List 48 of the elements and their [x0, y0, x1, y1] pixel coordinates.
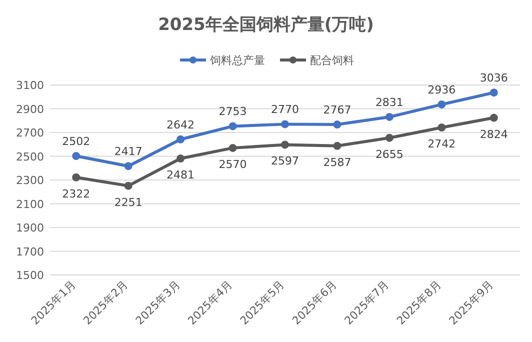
data-label: 2322	[62, 187, 90, 200]
data-label: 2936	[428, 83, 456, 96]
data-label: 2655	[375, 148, 404, 161]
point	[281, 140, 289, 149]
data-label: 2824	[480, 128, 508, 141]
data-label: 2481	[166, 168, 195, 182]
point	[385, 112, 394, 121]
data-label: 2502	[62, 135, 90, 148]
y-tick-label: 2500	[16, 150, 44, 164]
data-label: 3036	[480, 72, 508, 85]
point	[490, 114, 498, 122]
data-label: 2753	[218, 105, 247, 118]
data-label: 2767	[323, 104, 352, 117]
point	[228, 122, 237, 130]
point	[438, 100, 446, 108]
point	[333, 120, 342, 129]
data-label: 2770	[271, 103, 299, 116]
point	[124, 162, 132, 170]
point	[438, 124, 446, 132]
point	[176, 154, 185, 163]
point	[72, 173, 80, 182]
y-tick-label: 3100	[16, 79, 44, 92]
chart-title: 2025年全国饲料产量(万吨)	[158, 15, 374, 35]
point	[490, 88, 498, 97]
data-label: 2831	[375, 96, 404, 109]
y-tick-label: 1900	[16, 222, 44, 234]
y-tick-label: 2700	[16, 126, 44, 140]
y-tick-label: 1700	[16, 245, 44, 258]
y-tick-label: 2300	[16, 174, 44, 187]
point	[333, 142, 342, 150]
point	[281, 120, 289, 128]
data-label: 2742	[428, 138, 456, 151]
y-tick-label: 2900	[16, 102, 44, 116]
data-label: 2642	[166, 118, 195, 132]
point	[385, 134, 394, 142]
point	[176, 135, 185, 144]
data-label: 2417	[114, 145, 142, 158]
data-label: 2251	[114, 196, 142, 209]
y-tick-label: 1500	[16, 269, 44, 282]
data-label: 2587	[323, 156, 352, 169]
point	[124, 182, 132, 190]
point	[72, 152, 80, 160]
legend-label: 配合饲料	[310, 54, 354, 67]
y-tick-label: 2100	[16, 198, 44, 211]
point	[228, 144, 237, 152]
legend-label: 饲料总产量	[209, 54, 265, 67]
data-label: 2597	[271, 154, 299, 168]
data-label: 2570	[218, 158, 247, 171]
